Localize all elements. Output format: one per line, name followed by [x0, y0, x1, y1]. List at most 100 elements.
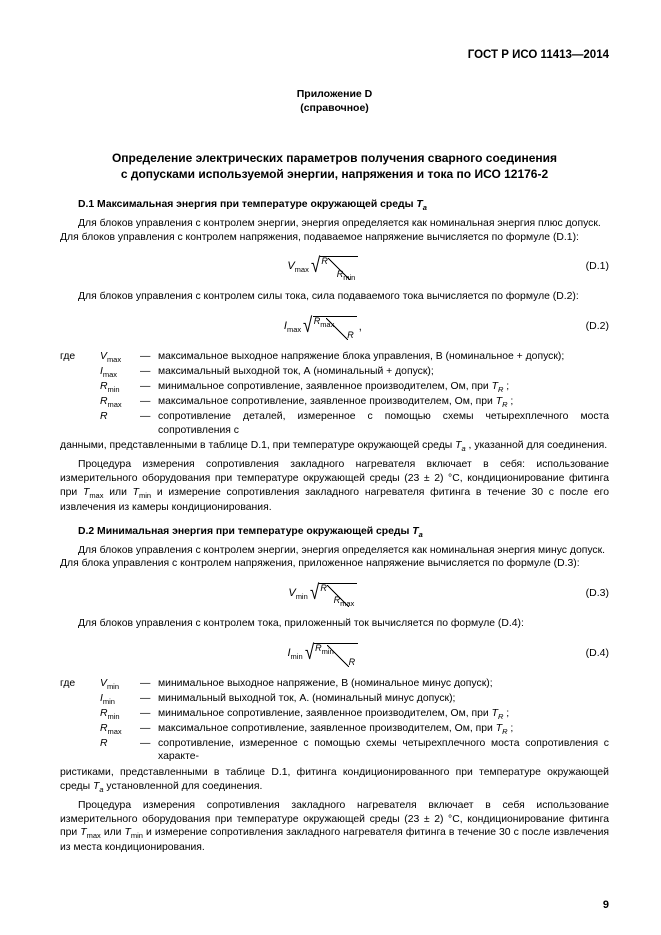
equation-d4: Imin √ Rmin R (D.4): [60, 643, 609, 665]
radical-surd: √: [305, 644, 314, 666]
appendix-label: Приложение D (справочное): [60, 87, 609, 115]
radical-surd: √: [310, 584, 319, 606]
def-symbol: R: [100, 410, 140, 424]
def-where: где: [60, 350, 100, 364]
def-symbol: Rmax: [100, 722, 140, 737]
eq-d3-lhs-sym: V: [288, 587, 295, 599]
def-symbol: Rmin: [100, 707, 140, 722]
definition-row: Imin—минимальный выходной ток, А. (номин…: [60, 692, 609, 707]
eq-d3-expr: Vmin √ R Rmax: [288, 583, 357, 605]
fraction: Rmax R: [314, 320, 354, 338]
def-text: максимальное выходное напряжение блока у…: [158, 350, 609, 364]
eq-d1-ref: (D.1): [358, 260, 609, 274]
frac-den-sym: R: [349, 657, 356, 667]
d2-heading-prefix: D.2 Минимальная энергия при температуре …: [78, 526, 412, 537]
def-text: минимальное сопротивление, заявленное пр…: [158, 707, 609, 722]
def-text: максимальное сопротивление, заявленное п…: [158, 722, 609, 737]
section-d2-heading: D.2 Минимальная энергия при температуре …: [78, 525, 609, 540]
def-dash: —: [140, 380, 158, 394]
def-dash: —: [140, 692, 158, 706]
title-line1: Определение электрических параметров пол…: [112, 151, 557, 165]
fraction: R Rmin: [321, 260, 355, 278]
equation-d1: Vmax √ R Rmin (D.1): [60, 256, 609, 278]
def-dash: —: [140, 395, 158, 409]
page-number: 9: [603, 898, 609, 913]
def-symbol: Imax: [100, 365, 140, 380]
frac-num: R: [320, 583, 327, 595]
def-symbol: R: [100, 737, 140, 751]
definition-row: R—сопротивление деталей, измеренное с по…: [60, 410, 609, 437]
def-dash: —: [140, 350, 158, 364]
def-text: минимальный выходной ток, А. (номинальны…: [158, 692, 609, 706]
radical: √ R Rmin: [311, 256, 359, 278]
eq-d1-lhs-sym: V: [287, 260, 294, 272]
def-text: минимальное выходное напряжение, В (номи…: [158, 677, 609, 691]
def-dash: —: [140, 677, 158, 691]
d1-p1: Для блоков управления с контролем энерги…: [60, 217, 609, 231]
title-line2: с допусками используемой энергии, напряж…: [121, 167, 548, 181]
slash-line: [326, 318, 348, 340]
radical-surd: √: [303, 317, 312, 339]
frac-den: Rmax: [334, 595, 355, 609]
frac-den-sym: R: [347, 330, 354, 340]
eq-d1-lhs-sub: max: [295, 265, 309, 274]
d1-heading-sub: a: [423, 203, 427, 212]
equation-d2: Imax √ Rmax R , (D.2): [60, 316, 609, 338]
fraction: Rmin R: [315, 647, 355, 665]
def-symbol: Vmax: [100, 350, 140, 365]
d1-p2: Для блоков управления с контролем напряж…: [60, 231, 609, 245]
eq-d3-lhs: Vmin: [288, 586, 307, 602]
radical-body: R Rmin: [320, 256, 358, 278]
eq-d4-lhs-sub: min: [291, 652, 303, 661]
radical-body: R Rmax: [319, 583, 357, 605]
eq-d2-expr: Imax √ Rmax R ,: [284, 316, 362, 338]
frac-den-sub: min: [343, 272, 355, 281]
definition-row: гдеVmax—максимальное выходное напряжение…: [60, 350, 609, 365]
eq-d2-ref: (D.2): [362, 320, 609, 334]
equation-d3: Vmin √ R Rmax (D.3): [60, 583, 609, 605]
eq-d1-lhs: Vmax: [287, 259, 309, 275]
eq-d1-expr: Vmax √ R Rmin: [287, 256, 358, 278]
d2-p1: Для блоков управления с контролем энерги…: [60, 544, 609, 558]
def-dash: —: [140, 410, 158, 424]
radical: √ Rmin R: [305, 643, 359, 665]
radical: √ R Rmax: [310, 583, 358, 605]
d1-heading-prefix: D.1 Максимальная энергия при температуре…: [78, 199, 416, 210]
frac-den: R: [347, 330, 354, 342]
def-dash: —: [140, 365, 158, 379]
appendix-line1: Приложение D: [297, 88, 373, 100]
definition-row: гдеVmin—минимальное выходное напряжение,…: [60, 677, 609, 692]
def-symbol: Vmin: [100, 677, 140, 692]
d1-p3: Для блоков управления с контролем силы т…: [60, 290, 609, 304]
def-dash: —: [140, 707, 158, 721]
standard-header: ГОСТ Р ИСО 11413—2014: [60, 48, 609, 63]
definition-row: R—сопротивление, измеренное с помощью сх…: [60, 737, 609, 764]
slash-line: [327, 645, 349, 667]
eq-d3-ref: (D.3): [357, 587, 609, 601]
section-d1-heading: D.1 Максимальная энергия при температуре…: [78, 198, 609, 213]
def-text: максимальный выходной ток, А (номинальны…: [158, 365, 609, 379]
def-text: минимальное сопротивление, заявленное пр…: [158, 380, 609, 395]
d2-heading-sub: a: [419, 530, 423, 539]
eq-d3-lhs-sub: min: [296, 592, 308, 601]
definition-row: Rmin—минимальное сопротивление, заявленн…: [60, 380, 609, 395]
frac-num-sym: R: [321, 256, 328, 266]
frac-num: R: [321, 256, 328, 268]
d1-def-cont: данными, представленными в таблице D.1, …: [60, 439, 609, 454]
frac-num-sym: R: [320, 583, 327, 593]
eq-d4-lhs: Imin: [287, 646, 302, 662]
d1-definitions: гдеVmax—максимальное выходное напряжение…: [60, 350, 609, 437]
frac-den-sub: max: [340, 599, 354, 608]
radical: √ Rmax R: [303, 316, 357, 338]
radical-surd: √: [311, 257, 320, 279]
main-title: Определение электрических параметров пол…: [60, 150, 609, 182]
eq-d2-lhs-sub: max: [287, 325, 301, 334]
def-dash: —: [140, 737, 158, 751]
d2-definitions: гдеVmin—минимальное выходное напряжение,…: [60, 677, 609, 764]
eq-d4-ref: (D.4): [358, 647, 609, 661]
definition-row: Imax—максимальный выходной ток, А (номин…: [60, 365, 609, 380]
radical-body: Rmax R: [313, 316, 357, 338]
def-text: сопротивление деталей, измеренное с помо…: [158, 410, 609, 437]
def-symbol: Rmax: [100, 395, 140, 410]
appendix-line2: (справочное): [300, 102, 369, 114]
